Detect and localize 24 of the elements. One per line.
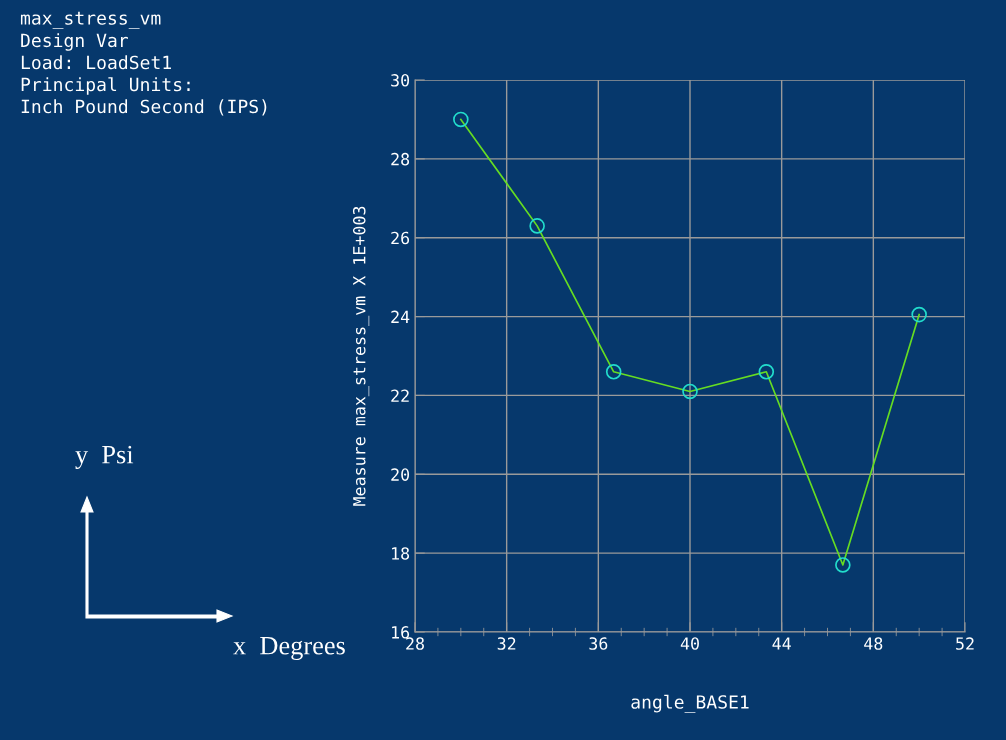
x-tick-label: 44 xyxy=(772,637,791,650)
y-tick-label: 22 xyxy=(391,389,409,402)
y-tick-label: 26 xyxy=(391,231,410,245)
y-axis-title: Measure max_stress_vm X 1E+003 xyxy=(352,206,370,506)
x-tick-label: 48 xyxy=(864,637,883,650)
x-tick-label: 40 xyxy=(680,637,699,650)
y-tick-label: 18 xyxy=(392,547,410,560)
x-tick-label: 52 xyxy=(956,637,974,650)
x-tick-label: 32 xyxy=(497,637,516,650)
text: x Degrees xyxy=(233,636,345,660)
x-tick-label: 36 xyxy=(589,637,608,650)
x-axis-title: angle_BASE1 xyxy=(631,694,749,713)
y-tick-label: 20 xyxy=(391,468,410,481)
text: Design Var xyxy=(21,33,129,51)
text: Principal Units: xyxy=(21,77,190,95)
text: max_stress_vm xyxy=(20,11,161,29)
y-tick-label: 24 xyxy=(391,310,410,323)
y-tick-label: 30 xyxy=(391,74,410,87)
y-tick-label: 28 xyxy=(391,152,410,166)
text: Load: LoadSet1 xyxy=(21,55,171,70)
text: Inch Pound Second (IPS) xyxy=(21,99,267,116)
y-tick-label: 16 xyxy=(392,626,410,639)
text: y Psi xyxy=(75,445,134,469)
x-tick-label: 28 xyxy=(406,637,424,650)
